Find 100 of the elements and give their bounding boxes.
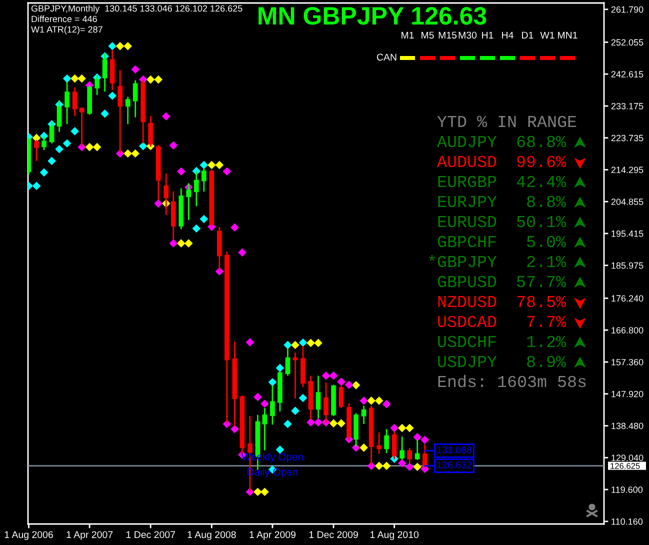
point (85, 142, 94, 152)
y-tick-label: 233.175 (611, 102, 644, 110)
annotation: W1 ATR(12)= 287 (31, 26, 102, 34)
text: 42.4% (516, 176, 566, 188)
y-tick-label: 138.480 (612, 422, 644, 430)
category-label: EURJPY (438, 196, 497, 208)
category-label: MN1 (558, 32, 578, 39)
candlestick (361, 405, 366, 425)
point (276, 364, 284, 372)
point (322, 372, 330, 380)
text: YTD % IN RANGE (437, 116, 576, 128)
category-label: D1 (522, 32, 534, 39)
point (306, 418, 315, 426)
category-label: M30 (458, 32, 477, 39)
candlestick (376, 432, 382, 454)
point (32, 182, 41, 190)
text: 50.1% (517, 216, 566, 228)
text: 78.5% (517, 296, 566, 308)
point (78, 74, 86, 83)
point (184, 239, 193, 248)
point (154, 75, 163, 84)
point (138, 142, 148, 150)
point (337, 378, 346, 386)
y-tick-label: 129.040 (612, 454, 644, 461)
point (405, 462, 414, 472)
annotation: Ends: 1603m 58s (438, 374, 586, 388)
category-label: USDCHF (438, 336, 496, 348)
point (230, 424, 239, 434)
point (291, 340, 300, 350)
point (405, 424, 414, 432)
point (420, 436, 430, 444)
point (268, 378, 277, 386)
y-tick-label: 157.360 (612, 358, 644, 366)
category-label: W1 (540, 32, 554, 39)
candlestick (118, 69, 122, 154)
category-label: CAN (376, 54, 396, 61)
point (40, 132, 48, 140)
point (215, 160, 224, 170)
point (291, 406, 300, 416)
candlestick (384, 428, 389, 454)
point (176, 167, 186, 176)
text: 7.7% (527, 316, 566, 328)
y-tick-label: 195.415 (612, 230, 644, 237)
point (329, 372, 338, 380)
point (70, 127, 79, 136)
y-tick-label: 176.240 (612, 295, 644, 302)
x-tick-label: 1 Dec 2007 (126, 531, 175, 538)
point (100, 109, 109, 118)
point (131, 65, 140, 74)
y-tick-label: 252.055 (611, 39, 644, 46)
x-tick-label: 1 Aug 2008 (188, 531, 236, 540)
point (200, 214, 208, 224)
point (398, 459, 406, 468)
point (169, 239, 178, 248)
y-tick-label: 261.790 (611, 6, 644, 13)
point (298, 338, 308, 347)
category-label: H4 (502, 32, 514, 39)
point (124, 149, 132, 158)
text: 57.7% (517, 276, 566, 288)
point (398, 424, 406, 432)
candlestick (125, 96, 130, 125)
category-label: AUDUSD (436, 156, 496, 168)
candlestick (164, 172, 169, 216)
point (62, 74, 72, 83)
point (367, 396, 376, 405)
x-tick-label: 1 Apr 2009 (250, 531, 296, 540)
annotation: Difference = 446 (32, 16, 97, 22)
point (344, 380, 354, 389)
point (413, 433, 422, 442)
y-tick-label: 214.295 (611, 166, 644, 174)
point (169, 141, 178, 150)
x-tick-label: 1 Aug 2010 (370, 531, 419, 540)
candlestick (56, 99, 62, 133)
candlestick (270, 385, 275, 426)
point (200, 160, 208, 170)
y-tick-label: 166.800 (612, 327, 644, 334)
point (360, 443, 368, 452)
point (176, 239, 186, 248)
candlestick (324, 382, 328, 424)
point (124, 42, 132, 50)
point (352, 381, 360, 390)
point (55, 144, 64, 154)
annotation: 126.632 (437, 462, 472, 468)
point (254, 392, 262, 402)
point (222, 167, 232, 176)
point (314, 338, 322, 348)
category-label: GBPCHF (438, 236, 496, 248)
point (374, 462, 384, 470)
category-label: USDJPY (438, 356, 497, 368)
point (284, 420, 292, 428)
text: 2.1% (527, 256, 566, 268)
point (254, 488, 262, 496)
candlestick (186, 182, 192, 221)
point (337, 419, 346, 428)
point (32, 134, 41, 142)
point (306, 338, 315, 348)
y-tick-label: 204.855 (611, 198, 644, 205)
point (154, 199, 163, 208)
category-label: EURGBP (438, 176, 496, 188)
candlestick (94, 74, 100, 96)
